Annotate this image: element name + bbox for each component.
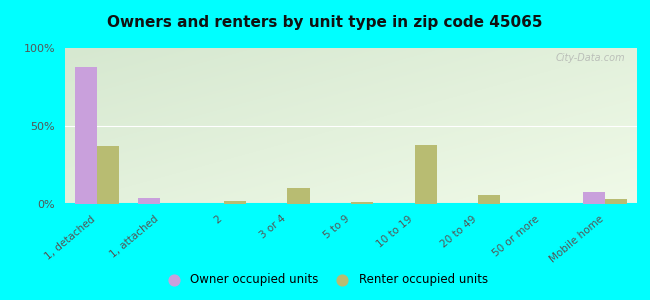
Bar [224, 201, 246, 204]
Bar [75, 67, 97, 204]
Bar [415, 145, 437, 204]
Legend: Owner occupied units, Renter occupied units: Owner occupied units, Renter occupied un… [157, 269, 493, 291]
Bar [287, 188, 309, 204]
Bar [138, 198, 161, 204]
Bar [478, 195, 500, 204]
Bar [583, 191, 605, 204]
Bar [351, 202, 373, 204]
Bar [97, 146, 119, 204]
Bar [605, 199, 627, 204]
Text: City-Data.com: City-Data.com [556, 53, 625, 63]
Text: Owners and renters by unit type in zip code 45065: Owners and renters by unit type in zip c… [107, 15, 543, 30]
